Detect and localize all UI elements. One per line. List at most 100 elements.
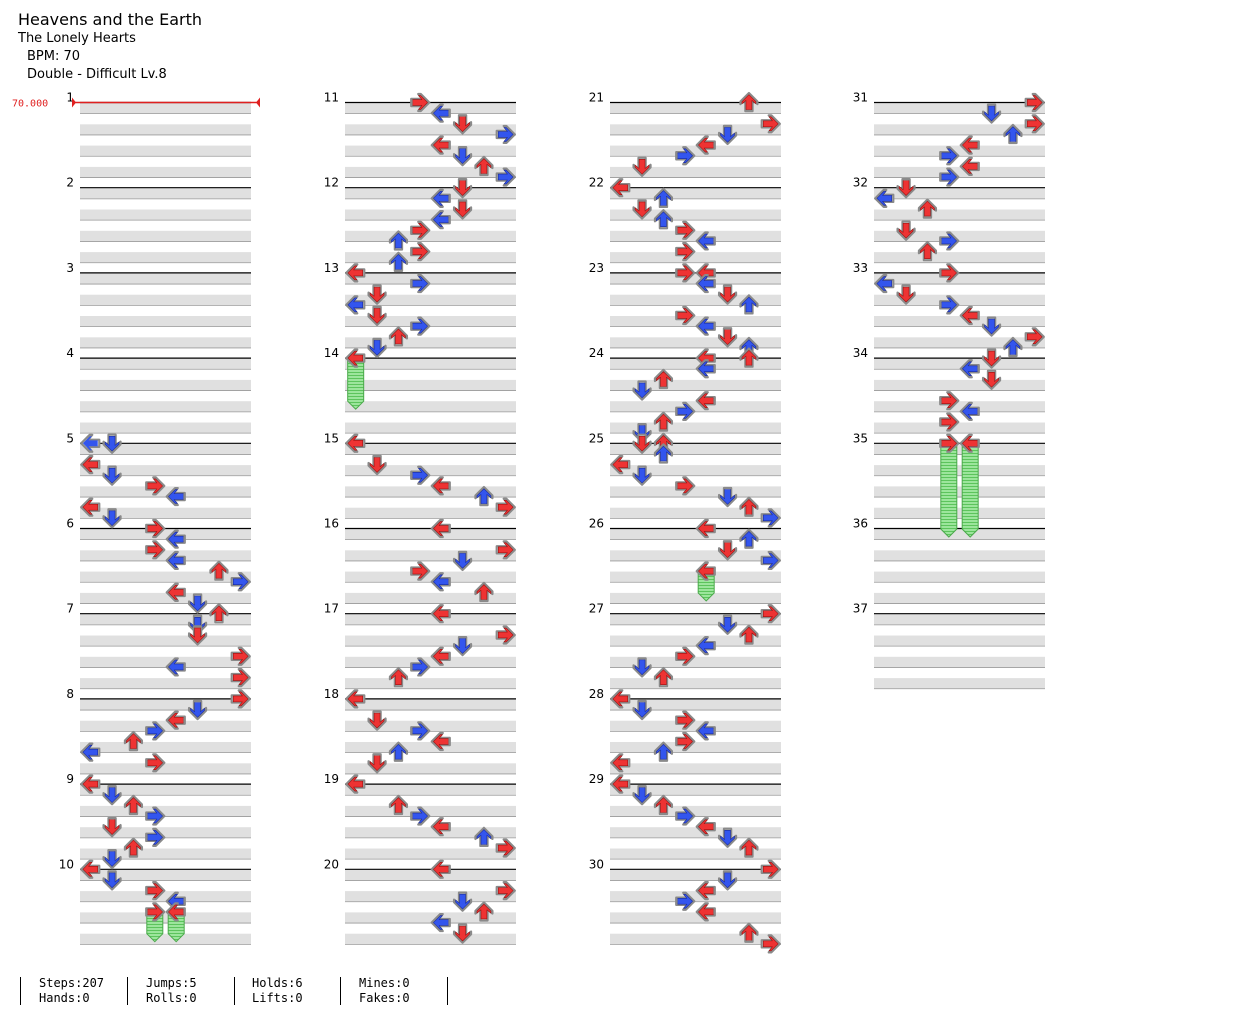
note-arrow-right <box>145 880 166 901</box>
note-arrow-left <box>695 231 716 251</box>
note-arrow-up <box>123 837 144 858</box>
note-arrow-down <box>102 870 122 891</box>
beat-band <box>610 294 781 306</box>
beat-band <box>874 656 1045 668</box>
beat-band <box>874 507 1045 519</box>
beat-band <box>610 443 781 455</box>
note-arrow-up <box>917 198 938 219</box>
note-arrow-down <box>452 635 473 657</box>
note-arrow-down <box>367 753 387 774</box>
note-arrow-right <box>145 476 166 496</box>
note-arrow-down <box>896 220 916 241</box>
beat-band <box>80 486 251 498</box>
note-arrow-down <box>102 848 122 870</box>
beat-band <box>610 550 781 561</box>
note-arrow-right <box>939 295 960 315</box>
beat-band <box>610 465 781 476</box>
beat-band <box>345 273 516 285</box>
beat-band <box>610 592 781 604</box>
measure-number: 6 <box>66 517 74 531</box>
note-arrow-right <box>760 550 781 571</box>
note-arrow-right <box>145 540 166 560</box>
beat-band <box>610 933 781 945</box>
note-arrow-right <box>145 753 166 773</box>
note-arrow-right <box>495 540 516 560</box>
beat-band <box>345 720 516 732</box>
beat-band <box>874 614 1045 625</box>
note-arrow-left <box>610 689 631 709</box>
note-arrow-left <box>80 433 101 453</box>
note-arrow-left <box>345 689 366 709</box>
beat-band <box>610 252 781 263</box>
measure-number: 28 <box>589 687 604 701</box>
beat-band <box>610 827 781 838</box>
beat-band <box>610 145 781 157</box>
beat-band <box>345 337 516 348</box>
beat-band <box>345 486 516 498</box>
note-arrow-up <box>123 794 144 816</box>
stat-mines: Mines:0 <box>359 976 410 990</box>
note-arrow-up <box>474 901 494 922</box>
note-arrow-right <box>760 508 781 528</box>
beat-band <box>80 209 251 221</box>
note-arrow-right <box>410 242 431 262</box>
note-arrow-left <box>695 273 716 294</box>
beat-band <box>80 678 251 689</box>
beat-band <box>345 848 516 860</box>
beat-band <box>345 507 516 519</box>
note-arrow-right <box>675 401 696 421</box>
beat-band <box>80 571 251 583</box>
note-arrow-down <box>632 156 652 177</box>
measure-number: 16 <box>324 517 339 531</box>
note-arrow-left <box>695 880 716 901</box>
note-arrow-left <box>959 433 980 453</box>
note-arrow-right <box>410 316 431 336</box>
note-arrow-left <box>165 657 186 677</box>
beat-band <box>80 124 251 135</box>
beat-band <box>874 443 1045 455</box>
note-arrow-down <box>102 785 122 806</box>
beat-band <box>874 678 1045 689</box>
note-arrow-up <box>739 294 759 315</box>
note-arrow-down <box>981 103 1002 124</box>
beat-band <box>345 166 516 178</box>
note-arrow-left <box>959 135 980 155</box>
note-arrow-down <box>717 486 738 508</box>
measure-number: 9 <box>66 772 74 786</box>
beat-band <box>80 273 251 285</box>
note-arrow-right <box>760 604 781 624</box>
note-arrow-left <box>695 721 716 741</box>
measure-number: 22 <box>589 176 604 190</box>
beat-band <box>80 252 251 263</box>
beat-band <box>345 124 516 135</box>
note-arrow-left <box>610 455 631 475</box>
beat-band <box>345 550 516 561</box>
beat-band <box>610 230 781 242</box>
note-arrow-left <box>695 391 716 411</box>
note-arrow-down <box>896 284 916 305</box>
beat-band <box>80 635 251 647</box>
beat-band <box>80 869 251 881</box>
note-arrow-left <box>345 433 366 453</box>
note-arrow-down <box>452 146 473 167</box>
note-arrow-right <box>230 667 251 688</box>
beat-band <box>610 358 781 370</box>
note-arrow-right <box>675 146 696 166</box>
measure-number: 14 <box>324 346 339 360</box>
stat-hands: Hands:0 <box>39 991 90 1005</box>
beat-band <box>610 635 781 647</box>
note-arrow-right <box>939 146 960 166</box>
note-arrow-up <box>474 826 494 848</box>
note-arrow-right <box>410 273 431 294</box>
note-arrow-right <box>410 92 431 113</box>
note-arrow-up <box>123 730 144 752</box>
note-arrow-up <box>388 251 409 272</box>
beat-band <box>874 103 1045 114</box>
note-arrow-up <box>653 794 674 816</box>
hold-body <box>961 442 979 538</box>
beat-band <box>610 507 781 519</box>
beat-band <box>80 614 251 625</box>
beat-band <box>80 465 251 476</box>
note-arrow-left <box>80 455 101 475</box>
note-arrow-left <box>80 859 101 879</box>
